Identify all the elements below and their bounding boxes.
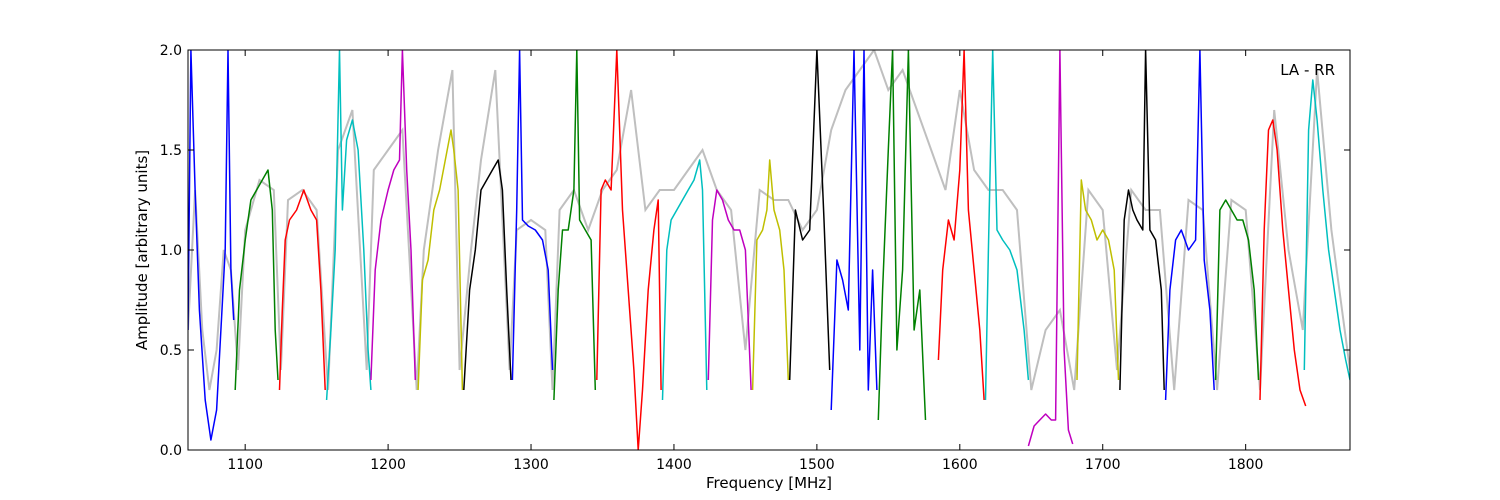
series-line-24 bbox=[1259, 119, 1307, 407]
x-tick-label-1400: 1400 bbox=[656, 457, 692, 473]
series-line-20 bbox=[1076, 179, 1120, 381]
series-line-16 bbox=[877, 50, 927, 421]
envelope-line bbox=[188, 50, 1350, 391]
series-line-10 bbox=[596, 50, 662, 450]
envelope-layer bbox=[188, 50, 1350, 391]
series-line-14 bbox=[788, 50, 831, 381]
series-line-21 bbox=[1119, 50, 1165, 391]
y-tick-label-2.0: 2.0 bbox=[160, 43, 182, 59]
y-tick-label-0.5: 0.5 bbox=[160, 343, 182, 359]
plot-frame bbox=[187, 49, 1351, 451]
series-line-6 bbox=[417, 129, 464, 391]
series-line-1 bbox=[188, 50, 235, 441]
y-axis-label: Amplitude [arbitrary units] bbox=[133, 150, 151, 350]
x-tick-label-1100: 1100 bbox=[227, 457, 263, 473]
y-tick-label-0.0: 0.0 bbox=[160, 443, 182, 459]
y-tick-label-1.5: 1.5 bbox=[160, 143, 182, 159]
series-line-3 bbox=[278, 189, 326, 391]
series-layer bbox=[188, 50, 1350, 450]
series-line-5 bbox=[370, 50, 417, 381]
x-tick-label-1600: 1600 bbox=[942, 457, 978, 473]
series-line-23 bbox=[1214, 199, 1260, 381]
x-axis-label: Frequency [MHz] bbox=[706, 474, 832, 492]
series-line-7 bbox=[463, 159, 512, 391]
annotation-label: LA - RR bbox=[1280, 61, 1335, 79]
series-line-11 bbox=[661, 159, 708, 401]
series-line-25 bbox=[1303, 79, 1350, 381]
series-line-13 bbox=[751, 159, 790, 391]
series-line-18 bbox=[984, 50, 1030, 401]
series-line-2 bbox=[234, 169, 279, 391]
x-tick-label-1700: 1700 bbox=[1085, 457, 1121, 473]
x-tick-label-1800: 1800 bbox=[1228, 457, 1264, 473]
series-line-15 bbox=[830, 50, 878, 411]
x-tick-label-1300: 1300 bbox=[513, 457, 549, 473]
plot-area bbox=[188, 50, 1350, 450]
x-tick-label-1200: 1200 bbox=[370, 457, 406, 473]
series-line-22 bbox=[1164, 50, 1215, 401]
series-line-17 bbox=[937, 50, 985, 401]
series-line-8 bbox=[511, 50, 554, 381]
x-tick-label-1500: 1500 bbox=[799, 457, 835, 473]
ticks-layer: 1100 1200 1300 1400 1500 1600 1700 1800 0.0 0.5 1.… bbox=[160, 43, 1350, 473]
series-line-12 bbox=[707, 189, 752, 391]
series-line-9 bbox=[553, 50, 597, 401]
series-line-4 bbox=[325, 50, 372, 401]
y-tick-label-1.0: 1.0 bbox=[160, 243, 182, 259]
series-line-19 bbox=[1027, 50, 1074, 447]
